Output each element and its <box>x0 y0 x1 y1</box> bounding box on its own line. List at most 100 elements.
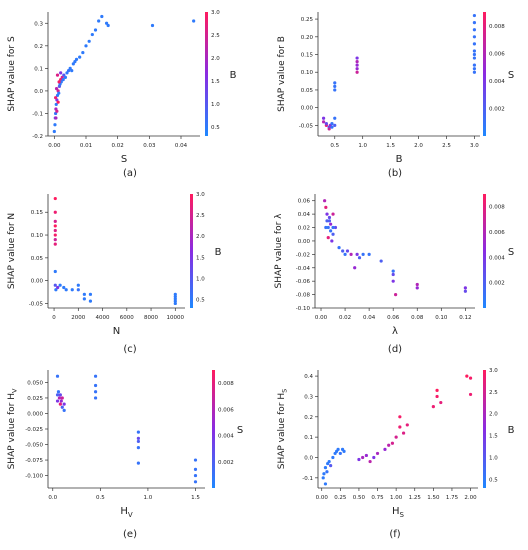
data-point <box>323 199 327 203</box>
data-point <box>357 457 361 462</box>
data-point <box>104 21 109 25</box>
data-point <box>52 129 56 134</box>
x-tick-label: 1.0 <box>144 495 153 501</box>
data-point <box>361 252 365 256</box>
data-point <box>353 266 357 270</box>
data-point <box>435 388 439 392</box>
colorbar-tick-label: 0.004 <box>218 434 234 440</box>
y-tick-label: 0.3 <box>34 21 43 27</box>
colorbar-tick-label: 1.0 <box>489 455 498 461</box>
data-point <box>355 63 359 67</box>
data-point <box>337 246 341 250</box>
data-point <box>330 125 334 129</box>
y-tick-label: 0.000 <box>27 411 43 417</box>
colorbar <box>205 12 208 136</box>
panel-caption: (e) <box>123 529 137 540</box>
colorbar-tick-label: 1.0 <box>196 276 205 282</box>
data-point <box>431 405 435 409</box>
data-point <box>325 212 329 216</box>
data-point <box>472 49 477 53</box>
data-point <box>322 472 326 476</box>
y-tick-label: -0.06 <box>296 279 311 285</box>
data-point <box>59 399 63 403</box>
y-tick-label: 0.0 <box>34 89 43 95</box>
data-point <box>324 225 328 230</box>
data-point <box>394 435 398 439</box>
colorbar-label: B <box>508 425 515 436</box>
data-point <box>78 55 82 59</box>
data-point <box>71 62 75 66</box>
panel-caption: (f) <box>389 529 400 540</box>
panel-caption: (b) <box>388 168 402 179</box>
x-tick-label: 1.75 <box>446 495 459 501</box>
y-axis-label: SHAP value for HV <box>7 388 19 469</box>
data-point <box>53 283 57 287</box>
data-point <box>173 299 177 303</box>
data-point <box>355 60 359 64</box>
data-point <box>472 67 477 71</box>
x-axis-label: HS <box>392 506 405 519</box>
data-point <box>333 116 337 120</box>
data-point <box>465 374 469 378</box>
data-point <box>57 80 61 84</box>
data-point <box>60 405 64 409</box>
colorbar-tick-label: 2.0 <box>196 234 205 240</box>
data-point <box>333 84 337 88</box>
x-tick-label: 0.50 <box>353 495 366 501</box>
data-point <box>53 233 57 237</box>
data-point <box>84 44 88 48</box>
data-point <box>345 249 350 253</box>
x-tick-label: 10000 <box>167 315 185 321</box>
data-point <box>327 219 332 223</box>
data-point <box>398 415 402 419</box>
colorbar <box>190 194 193 308</box>
colorbar-tick-label: 1.0 <box>211 102 220 108</box>
colorbar-tick-label: 0.004 <box>489 255 505 261</box>
data-point <box>375 451 380 456</box>
data-point <box>355 252 359 256</box>
colorbar-label: S <box>508 70 514 81</box>
data-point <box>338 451 342 456</box>
data-point <box>59 71 63 75</box>
chart-panel-3: 0 2000 4000 6000 8000 10000 -0.05 0.00 0.05 0.10 0… <box>7 192 222 355</box>
data-point <box>81 50 85 55</box>
data-point <box>463 286 467 290</box>
colorbar-tick-label: 0.008 <box>489 205 505 211</box>
colorbar-tick-label: 0.5 <box>196 298 205 304</box>
y-tick-label: 0.2 <box>34 44 43 50</box>
colorbar-label: S <box>237 425 243 436</box>
data-point <box>379 259 383 263</box>
data-point <box>472 56 477 60</box>
x-tick-label: 0.25 <box>334 495 347 501</box>
colorbar-tick-label: 1.5 <box>196 255 205 261</box>
data-point <box>415 286 419 290</box>
data-point <box>56 390 61 394</box>
data-point <box>68 66 72 70</box>
x-tick-label: 0.12 <box>459 315 471 321</box>
data-point <box>326 225 330 230</box>
y-tick-label: -0.2 <box>32 134 43 140</box>
panel-caption: (d) <box>388 344 402 355</box>
colorbar <box>483 194 486 308</box>
chart-panel-4: 0.00 0.02 0.04 0.06 0.08 0.10 0.12 -0.10 -0.08 -0… <box>274 194 514 355</box>
data-point <box>88 299 93 303</box>
x-tick-label: 0.06 <box>387 315 400 321</box>
data-point <box>364 453 368 458</box>
x-tick-label: 1.25 <box>409 495 422 501</box>
data-point <box>193 467 198 471</box>
data-point <box>62 73 66 77</box>
data-point <box>391 279 395 283</box>
colorbar-label: B <box>230 70 237 81</box>
x-tick-label: 0.5 <box>330 143 339 149</box>
data-point <box>53 269 57 274</box>
y-tick-label: 0.3 <box>304 394 313 400</box>
data-point <box>368 459 372 464</box>
data-point <box>367 252 371 256</box>
data-point <box>59 80 63 84</box>
x-tick-label: 1.0 <box>358 143 367 149</box>
y-tick-label: 0.050 <box>27 380 43 386</box>
data-point <box>173 295 177 299</box>
data-point <box>63 75 68 79</box>
colorbar-tick-label: 3.0 <box>196 192 205 198</box>
data-point <box>82 297 86 301</box>
